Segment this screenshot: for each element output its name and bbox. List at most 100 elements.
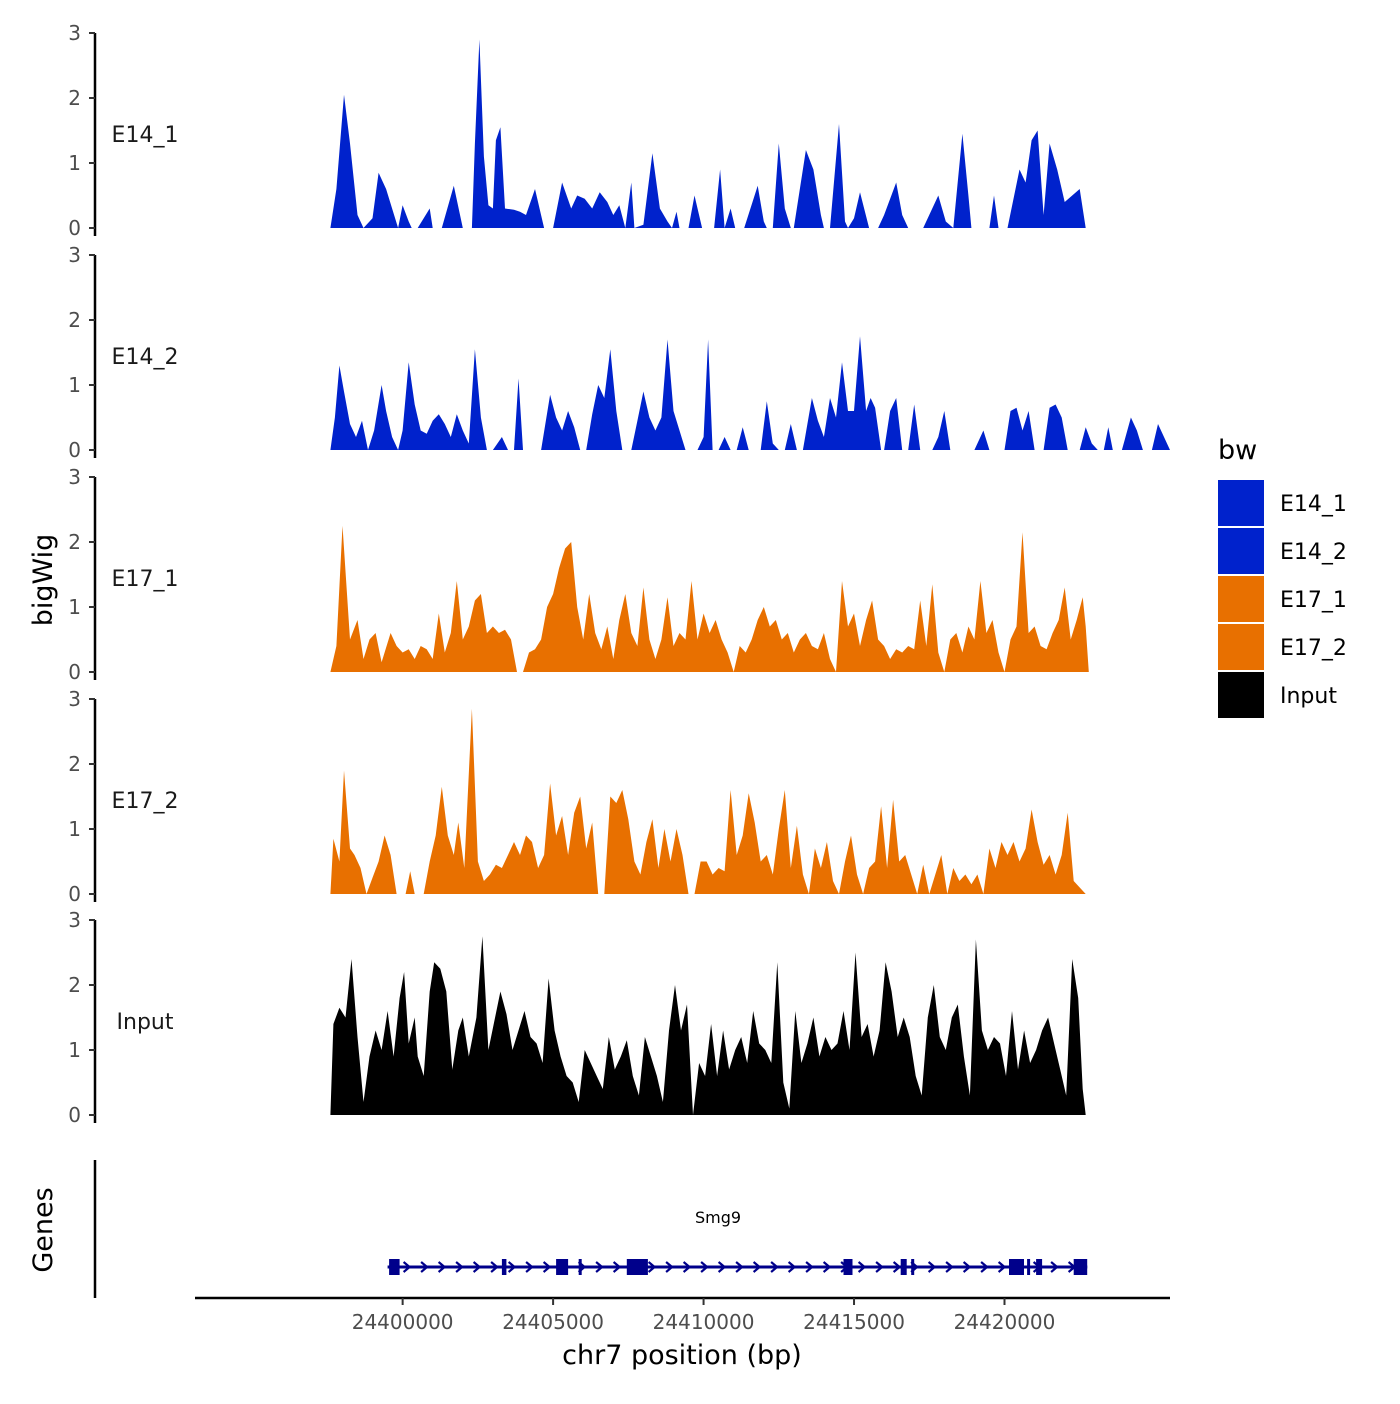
strand-arrow bbox=[875, 1261, 884, 1273]
y-tick-label: 3 bbox=[68, 687, 81, 711]
y-tick-label: 2 bbox=[68, 973, 81, 997]
y-tick-label: 0 bbox=[68, 660, 81, 684]
legend-swatch bbox=[1218, 624, 1264, 670]
track-input: 0 1 2 3 Input bbox=[68, 908, 1086, 1127]
exon bbox=[1036, 1259, 1043, 1275]
y-tick-label: 0 bbox=[68, 438, 81, 462]
y-axis-title: bigWig bbox=[28, 534, 59, 627]
strand-arrow bbox=[455, 1261, 464, 1273]
exon bbox=[578, 1259, 582, 1275]
y-tick-label: 0 bbox=[68, 882, 81, 906]
tracks-layer: 0 1 2 3 E14_1 0 1 2 3 E14_2 0 1 2 3 E17_1 0 1 2 3 E17_2 0 1 2 3… bbox=[68, 21, 1170, 1127]
strand-arrow bbox=[752, 1261, 762, 1273]
exon bbox=[626, 1259, 648, 1275]
x-tick-label: 24405000 bbox=[502, 1310, 604, 1334]
y-tick-label: 3 bbox=[68, 243, 81, 267]
y-tick-label: 3 bbox=[68, 908, 81, 932]
y-tick-label: 2 bbox=[68, 752, 81, 776]
strand-arrow bbox=[927, 1261, 937, 1273]
strand-arrow bbox=[437, 1261, 447, 1273]
strand-arrow bbox=[1050, 1261, 1059, 1273]
strand-arrow bbox=[525, 1261, 534, 1273]
legend-label: E14_2 bbox=[1280, 540, 1347, 565]
x-axis-title: chr7 position (bp) bbox=[562, 1340, 802, 1371]
legend-swatch bbox=[1218, 480, 1264, 526]
coverage-area bbox=[330, 525, 1089, 672]
track-label: E17_1 bbox=[112, 567, 179, 592]
legend-swatch bbox=[1218, 672, 1264, 718]
genes-panel-title: Genes bbox=[28, 1187, 59, 1272]
strand-arrow bbox=[892, 1261, 902, 1273]
exon bbox=[501, 1259, 507, 1275]
exon bbox=[556, 1259, 569, 1275]
strand-arrow bbox=[822, 1261, 832, 1273]
legend-label: E14_1 bbox=[1280, 492, 1347, 517]
strand-arrow bbox=[717, 1261, 727, 1273]
strand-arrow bbox=[770, 1261, 779, 1273]
legend-label: Input bbox=[1280, 684, 1337, 709]
x-axis: 24400000 24405000 24410000 24415000 24420000 bbox=[195, 1296, 1170, 1334]
strand-arrow bbox=[980, 1261, 989, 1273]
strand-arrow bbox=[595, 1261, 604, 1273]
y-tick-label: 1 bbox=[68, 595, 81, 619]
strand-arrow bbox=[647, 1261, 657, 1273]
strand-arrow bbox=[507, 1261, 517, 1273]
y-tick-label: 3 bbox=[68, 465, 81, 489]
coverage-area bbox=[330, 708, 1086, 894]
y-tick-label: 3 bbox=[68, 21, 81, 45]
strand-arrow bbox=[805, 1261, 814, 1273]
legend-title: bw bbox=[1218, 435, 1257, 466]
track-e14-2: 0 1 2 3 E14_2 bbox=[68, 243, 1170, 462]
strand-arrow bbox=[542, 1261, 552, 1273]
coverage-area bbox=[330, 936, 1086, 1115]
track-e14-1: 0 1 2 3 E14_1 bbox=[68, 21, 1086, 240]
y-tick-label: 2 bbox=[68, 308, 81, 332]
coverage-area bbox=[330, 39, 1086, 228]
strand-arrow bbox=[490, 1261, 499, 1273]
x-tick-label: 24400000 bbox=[352, 1310, 454, 1334]
y-tick-label: 2 bbox=[68, 530, 81, 554]
strand-arrow bbox=[700, 1261, 709, 1273]
strand-arrow bbox=[682, 1261, 692, 1273]
y-tick-label: 1 bbox=[68, 373, 81, 397]
track-label: Input bbox=[117, 1010, 174, 1035]
x-tick-label: 24420000 bbox=[954, 1310, 1056, 1334]
y-tick-label: 2 bbox=[68, 86, 81, 110]
y-tick-label: 1 bbox=[68, 817, 81, 841]
strand-arrow bbox=[402, 1261, 412, 1273]
exon bbox=[900, 1259, 907, 1275]
strand-arrow bbox=[472, 1261, 482, 1273]
strand-arrow bbox=[420, 1261, 429, 1273]
strand-arrow bbox=[665, 1261, 674, 1273]
exon bbox=[1009, 1259, 1024, 1275]
y-tick-label: 0 bbox=[68, 1103, 81, 1127]
exon bbox=[1073, 1259, 1088, 1275]
genes-layer: Smg9 bbox=[93, 1160, 1088, 1298]
strand-arrow bbox=[735, 1261, 744, 1273]
gene-name-label: Smg9 bbox=[695, 1208, 741, 1227]
strand-arrow bbox=[787, 1261, 797, 1273]
strand-arrow bbox=[962, 1261, 972, 1273]
coverage-area bbox=[330, 336, 1170, 450]
track-label: E14_1 bbox=[112, 123, 179, 148]
legend: bw E14_1 E14_2 E17_1 E17_2 Input bbox=[1218, 435, 1347, 718]
x-tick-label: 24410000 bbox=[653, 1310, 755, 1334]
exon bbox=[843, 1259, 853, 1275]
y-tick-label: 0 bbox=[68, 216, 81, 240]
track-e17-2: 0 1 2 3 E17_2 bbox=[68, 687, 1086, 906]
track-label: E17_2 bbox=[112, 789, 179, 814]
exon bbox=[911, 1259, 915, 1275]
legend-swatch bbox=[1218, 528, 1264, 574]
x-tick-label: 24415000 bbox=[803, 1310, 905, 1334]
legend-label: E17_1 bbox=[1280, 588, 1347, 613]
strand-arrow bbox=[945, 1261, 954, 1273]
y-tick-label: 1 bbox=[68, 151, 81, 175]
strand-arrow bbox=[997, 1261, 1007, 1273]
strand-arrow bbox=[857, 1261, 867, 1273]
track-e17-1: 0 1 2 3 E17_1 bbox=[68, 465, 1089, 684]
track-label: E14_2 bbox=[112, 345, 179, 370]
y-tick-label: 1 bbox=[68, 1038, 81, 1062]
legend-label: E17_2 bbox=[1280, 636, 1347, 661]
